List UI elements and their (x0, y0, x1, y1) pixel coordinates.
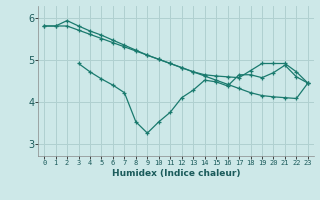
X-axis label: Humidex (Indice chaleur): Humidex (Indice chaleur) (112, 169, 240, 178)
